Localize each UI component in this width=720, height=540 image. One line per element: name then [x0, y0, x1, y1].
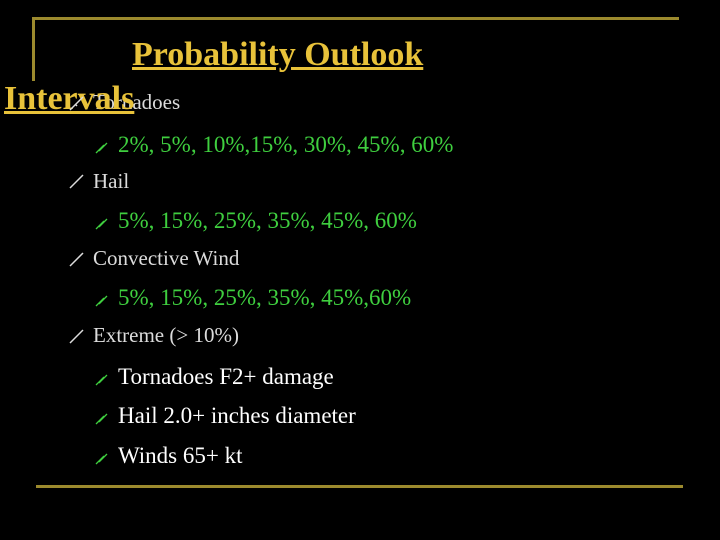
frame-left: [32, 17, 35, 81]
sub-bullet: Winds 65+ kt: [118, 443, 243, 468]
sub-bullet-icon: [95, 374, 108, 386]
bullet-icon: [69, 252, 84, 267]
sub-bullet: 5%, 15%, 25%, 35%, 45%,60%: [118, 285, 412, 310]
sub-bullet-icon: [95, 413, 108, 425]
sub-bullet-icon: [95, 295, 108, 307]
sub-bullet: 2%, 5%, 10%,15%, 30%, 45%, 60%: [118, 132, 454, 157]
sub-bullet: Tornadoes F2+ damage: [118, 364, 334, 389]
bullet-label: Convective Wind: [93, 246, 240, 270]
bullet-label: Tornadoes: [93, 90, 181, 114]
frame-bottom: [36, 485, 683, 488]
sub-bullet-icon: [95, 142, 108, 154]
bullet-icon: [69, 329, 84, 344]
sub-bullet: Hail 2.0+ inches diameter: [118, 403, 356, 428]
sub-bullet-icon: [95, 218, 108, 230]
bullet-icon: [69, 96, 84, 111]
sub-bullet: 5%, 15%, 25%, 35%, 45%, 60%: [118, 208, 417, 233]
sub-bullet-icon: [95, 453, 108, 465]
title-line: Probability Outlook: [132, 36, 424, 73]
bullet-label: Hail: [93, 169, 130, 193]
title-line: Intervals: [4, 80, 135, 117]
bullet-label: Extreme (> 10%): [93, 323, 239, 347]
bullet-icon: [69, 174, 84, 189]
frame-top: [32, 17, 679, 20]
